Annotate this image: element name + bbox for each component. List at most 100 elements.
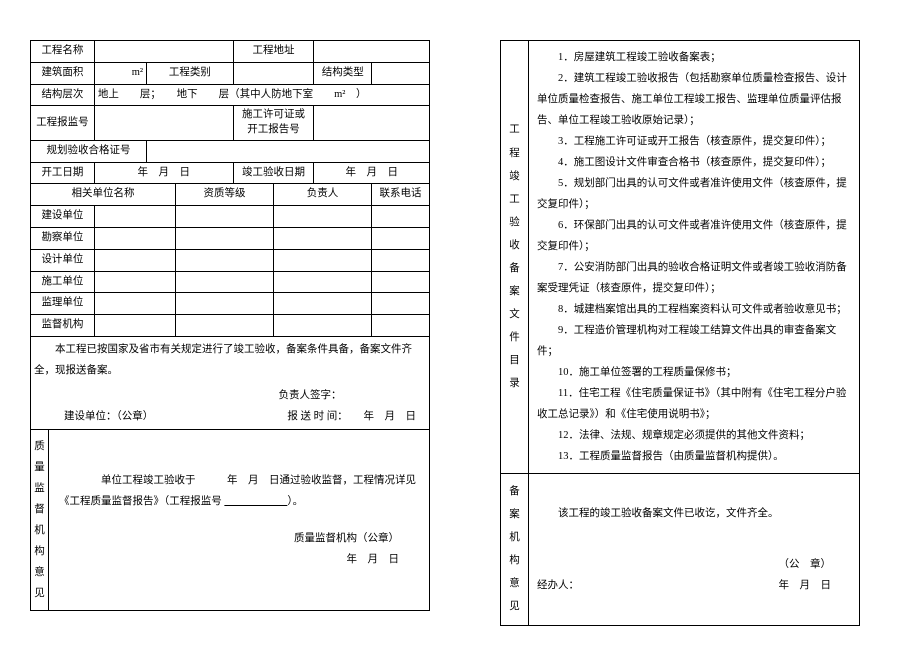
f-u4-q[interactable]: [175, 271, 273, 293]
item-4: 4．施工图设计文件审查合格书（核查原件，提交复印件）；: [537, 152, 851, 173]
right-table: 工程竣工验收备案文件目录 1．房屋建筑工程竣工验收备案表； 2．建筑工程竣工验收…: [500, 40, 860, 626]
item-8: 8．城建档案馆出具的工程档案资料认可文件或者验收意见书；: [537, 299, 851, 320]
sig-leader: 负责人签字：: [34, 385, 426, 406]
field-start-date[interactable]: 年 月 日: [94, 162, 233, 184]
opinion-stamp: （公 章）: [537, 554, 851, 575]
label-start-date: 开工日期: [31, 162, 95, 184]
submit-date: 年 月 日: [364, 411, 417, 422]
qa-line2b: ）。: [287, 496, 303, 507]
stamp-build-unit: 建设单位：（公章）: [64, 406, 153, 427]
col-phone: 联系电话: [372, 184, 430, 206]
opinion-body: 该工程的竣工验收备案文件已收讫，文件齐全。 （公 章） 经办人： 年 月 日: [529, 474, 860, 626]
field-supervise-no[interactable]: [94, 106, 233, 140]
txt-close: ）: [356, 89, 367, 100]
field-project-type[interactable]: [233, 62, 314, 84]
label-supervise-no: 工程报监号: [31, 106, 95, 140]
qa-date: 年 月 日: [59, 549, 419, 570]
f-u1-l[interactable]: [274, 206, 372, 228]
unit-m2: m²: [132, 65, 143, 82]
opinion-text: 该工程的竣工验收备案文件已收讫，文件齐全。: [537, 503, 851, 524]
field-struct-floors[interactable]: 地上 层； 地下 层（其中人防地下室 m² ）: [94, 84, 429, 106]
label-permit-no: 施工许可证或 开工报告号: [233, 106, 314, 140]
f-u3-p[interactable]: [372, 249, 430, 271]
vlabel-opinion: 备案机构意见: [501, 474, 529, 626]
f-u1-q[interactable]: [175, 206, 273, 228]
label-end-date: 竣工验收日期: [233, 162, 314, 184]
opinion-date: 年 月 日: [779, 575, 832, 596]
f-u1-p[interactable]: [372, 206, 430, 228]
item-13: 13．工程质量监督报告（由质量监督机构提供）。: [537, 446, 851, 467]
left-form-page: 工程名称 工程地址 建筑面积 m² 工程类别 结构类型 结构层次 地上 层； 地…: [30, 40, 430, 611]
item-11: 11．住宅工程《住宅质量保证书》（其中附有《住宅工程分户验收工总记录》）和《住宅…: [537, 383, 851, 425]
f-u6-name[interactable]: [94, 315, 175, 337]
field-plan-cert[interactable]: [147, 140, 430, 162]
f-u4-p[interactable]: [372, 271, 430, 293]
label-unit-2: 勘察单位: [31, 227, 95, 249]
item-3: 3．工程施工许可证或开工报告（核查原件，提交复印件）；: [537, 131, 851, 152]
f-u2-l[interactable]: [274, 227, 372, 249]
qa-line1b: 年 月 日通过验收监督，工程情况详见: [227, 475, 416, 486]
opinion-handler: 经办人：: [537, 575, 579, 596]
txt-above: 地上: [98, 89, 119, 100]
f-u2-name[interactable]: [94, 227, 175, 249]
f-u3-l[interactable]: [274, 249, 372, 271]
f-u5-l[interactable]: [274, 293, 372, 315]
label-submit-time: 报 送 时 间：: [287, 411, 342, 422]
f-u4-name[interactable]: [94, 271, 175, 293]
left-table: 工程名称 工程地址 建筑面积 m² 工程类别 结构类型 结构层次 地上 层； 地…: [30, 40, 430, 611]
f-u3-name[interactable]: [94, 249, 175, 271]
field-project-name[interactable]: [94, 41, 233, 63]
label-unit-3: 设计单位: [31, 249, 95, 271]
txt-below: 地下: [177, 89, 198, 100]
item-9: 9．工程造价管理机构对工程竣工结算文件出具的审查备案文件；: [537, 320, 851, 362]
item-2: 2．建筑工程竣工验收报告（包括勘察单位质量检查报告、设计单位质量检查报告、施工单…: [537, 68, 851, 131]
f-u4-l[interactable]: [274, 271, 372, 293]
qa-line2a: 《工程质量监督报告》（工程报监号: [59, 496, 224, 507]
label-project-name: 工程名称: [31, 41, 95, 63]
vlabel-qa: 质量监督机构意见: [31, 429, 49, 610]
f-u1-name[interactable]: [94, 206, 175, 228]
right-form-page: 工程竣工验收备案文件目录 1．房屋建筑工程竣工验收备案表； 2．建筑工程竣工验收…: [500, 40, 860, 611]
label-project-addr: 工程地址: [233, 41, 314, 63]
declaration-text: 本工程已按国家及省市有关规定进行了竣工验收，备案条件具备，备案文件齐全，现报送备…: [34, 339, 426, 381]
declaration-cell: 本工程已按国家及省市有关规定进行了竣工验收，备案条件具备，备案文件齐全，现报送备…: [31, 336, 430, 429]
col-unit-name: 相关单位名称: [31, 184, 176, 206]
f-u5-name[interactable]: [94, 293, 175, 315]
item-7: 7．公安消防部门出具的验收合格证明文件或者竣工验收消防备案受理凭证（核查原件，提…: [537, 257, 851, 299]
f-u5-q[interactable]: [175, 293, 273, 315]
field-project-addr[interactable]: [314, 41, 430, 63]
label-unit-6: 监督机构: [31, 315, 95, 337]
f-u6-q[interactable]: [175, 315, 273, 337]
qa-stamp: 质量监督机构（公章）: [59, 528, 419, 549]
label-unit-5: 监理单位: [31, 293, 95, 315]
f-u2-q[interactable]: [175, 227, 273, 249]
col-leader: 负责人: [274, 184, 372, 206]
label-project-type: 工程类别: [147, 62, 233, 84]
field-build-area[interactable]: m²: [94, 62, 146, 84]
item-1: 1．房屋建筑工程竣工验收备案表；: [537, 47, 851, 68]
f-u5-p[interactable]: [372, 293, 430, 315]
label-unit-1: 建设单位: [31, 206, 95, 228]
label-unit-4: 施工单位: [31, 271, 95, 293]
f-u3-q[interactable]: [175, 249, 273, 271]
label-plan-cert: 规划验收合格证号: [31, 140, 147, 162]
qa-line1a: 单位工程竣工验收于: [101, 475, 196, 486]
txt-floor2: 层（其中人防地下室: [219, 89, 314, 100]
txt-floor1: 层；: [140, 89, 156, 100]
f-u6-l[interactable]: [274, 315, 372, 337]
field-struct-type[interactable]: [372, 62, 430, 84]
item-10: 10．施工单位签署的工程质量保修书；: [537, 362, 851, 383]
col-qual: 资质等级: [175, 184, 273, 206]
field-permit-no[interactable]: [314, 106, 430, 140]
item-6: 6．环保部门出具的认可文件或者准许使用文件（核查原件，提交复印件）；: [537, 215, 851, 257]
field-end-date[interactable]: 年 月 日: [314, 162, 430, 184]
item-12: 12．法律、法规、规章规定必须提供的其他文件资料；: [537, 425, 851, 446]
item-5: 5．规划部门出具的认可文件或者准许使用文件（核查原件，提交复印件）；: [537, 173, 851, 215]
filelist-body: 1．房屋建筑工程竣工验收备案表； 2．建筑工程竣工验收报告（包括勘察单位质量检查…: [529, 41, 860, 474]
txt-m2b: m²: [334, 89, 345, 100]
vlabel-filelist: 工程竣工验收备案文件目录: [501, 41, 529, 474]
f-u2-p[interactable]: [372, 227, 430, 249]
f-u6-p[interactable]: [372, 315, 430, 337]
qa-opinion-cell: 单位工程竣工验收于 年 月 日通过验收监督，工程情况详见 《工程质量监督报告》（…: [49, 429, 430, 610]
label-struct-floors: 结构层次: [31, 84, 95, 106]
